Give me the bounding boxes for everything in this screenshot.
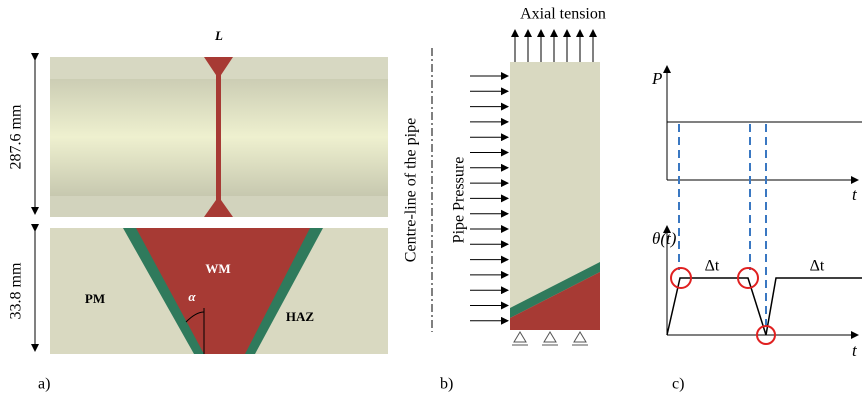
support [544, 332, 556, 342]
figure: L 287.6 mm WM PM HAZ α 33.8 mm a) Axial … [0, 0, 862, 400]
event-circles [671, 268, 775, 344]
axis-label: θ(t) [652, 229, 677, 248]
panel-c: P t θ(t) Δt Δt t c) [651, 66, 862, 393]
axis-label: t [852, 341, 858, 360]
panel-label: c) [672, 376, 684, 393]
support [514, 332, 526, 342]
centre-line-label: Centre-line of the pipe [403, 118, 420, 262]
panel-label: a) [38, 376, 50, 393]
interval-label: Δt [705, 258, 720, 275]
region-label: WM [205, 261, 230, 276]
region-label: PM [85, 291, 105, 306]
dimension-label: 33.8 mm [8, 262, 25, 319]
axis-label: P [651, 69, 662, 88]
panel-label: b) [440, 376, 453, 393]
weld-label: L [214, 28, 223, 43]
interval-label: Δt [810, 258, 825, 275]
dimension-label: 287.6 mm [8, 104, 25, 169]
panel-a: L 287.6 mm WM PM HAZ α 33.8 mm a) [8, 28, 388, 393]
load-label: Pipe Pressure [451, 157, 468, 244]
axis-label: t [852, 185, 858, 204]
angle-label: α [188, 289, 196, 304]
region-label: HAZ [286, 309, 315, 324]
load-label: Axial tension [520, 6, 606, 23]
panel-b: Axial tension Centre-line of the pipe Pi… [403, 6, 606, 393]
support [574, 332, 586, 342]
